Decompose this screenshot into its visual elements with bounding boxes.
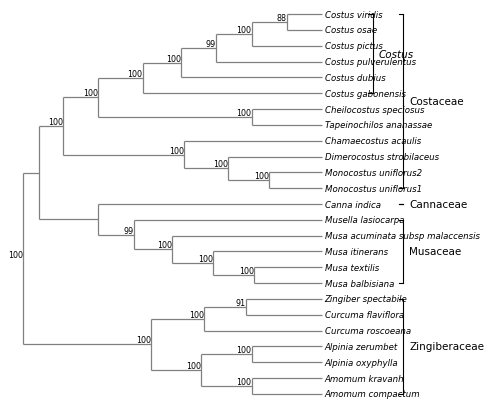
Text: 100: 100 xyxy=(186,361,202,370)
Text: Dimerocostus strobilaceus: Dimerocostus strobilaceus xyxy=(324,153,438,162)
Text: 100: 100 xyxy=(166,54,181,63)
Text: Zingiberaceae: Zingiberaceae xyxy=(410,342,484,351)
Text: 100: 100 xyxy=(213,160,228,169)
Text: Cheilocostus speciosus: Cheilocostus speciosus xyxy=(324,106,424,114)
Text: Musa acuminata subsp malaccensis: Musa acuminata subsp malaccensis xyxy=(324,231,480,240)
Text: Chamaecostus acaulis: Chamaecostus acaulis xyxy=(324,137,421,146)
Text: 100: 100 xyxy=(240,267,254,276)
Text: Costus osae: Costus osae xyxy=(324,27,376,36)
Text: Costus pulverulentus: Costus pulverulentus xyxy=(324,58,416,67)
Text: Costus dubius: Costus dubius xyxy=(324,74,386,83)
Text: Canna indica: Canna indica xyxy=(324,200,380,209)
Text: Alpinia zerumbet: Alpinia zerumbet xyxy=(324,342,398,351)
Text: 88: 88 xyxy=(277,14,287,23)
Text: Amomum kravanh: Amomum kravanh xyxy=(324,373,404,382)
Text: 99: 99 xyxy=(124,226,134,235)
Text: 100: 100 xyxy=(236,26,252,35)
Text: 100: 100 xyxy=(254,172,269,181)
Text: Musa itinerans: Musa itinerans xyxy=(324,247,388,256)
Text: 100: 100 xyxy=(8,250,23,259)
Text: 100: 100 xyxy=(198,255,213,264)
Text: Costus gabonensis: Costus gabonensis xyxy=(324,90,406,99)
Text: Costus viridis: Costus viridis xyxy=(324,11,382,20)
Text: 91: 91 xyxy=(236,298,246,307)
Text: Musa balbisiana: Musa balbisiana xyxy=(324,279,394,288)
Text: Curcuma flaviflora: Curcuma flaviflora xyxy=(324,310,404,319)
Text: Zingiber spectabile: Zingiber spectabile xyxy=(324,295,407,303)
Text: Costus: Costus xyxy=(378,49,414,60)
Text: 100: 100 xyxy=(157,241,172,250)
Text: 100: 100 xyxy=(169,146,184,155)
Text: 99: 99 xyxy=(206,40,216,49)
Text: Musella lasiocarpa: Musella lasiocarpa xyxy=(324,216,404,225)
Text: Monocostus uniflorus1: Monocostus uniflorus1 xyxy=(324,184,422,193)
Text: Curcuma roscoeana: Curcuma roscoeana xyxy=(324,326,410,335)
Text: Musaceae: Musaceae xyxy=(410,247,462,257)
Text: Alpinia oxyphylla: Alpinia oxyphylla xyxy=(324,358,398,367)
Text: 100: 100 xyxy=(236,346,252,355)
Text: 100: 100 xyxy=(84,89,98,98)
Text: 100: 100 xyxy=(190,310,204,319)
Text: 100: 100 xyxy=(236,109,252,118)
Text: 100: 100 xyxy=(236,377,252,386)
Text: Monocostus uniflorus2: Monocostus uniflorus2 xyxy=(324,169,422,178)
Text: 100: 100 xyxy=(128,70,142,79)
Text: Costaceae: Costaceae xyxy=(410,97,464,107)
Text: Costus pictus: Costus pictus xyxy=(324,42,382,51)
Text: Tapeinochilos ananassae: Tapeinochilos ananassae xyxy=(324,121,432,130)
Text: Musa textilis: Musa textilis xyxy=(324,263,379,272)
Text: Cannaceae: Cannaceae xyxy=(410,200,468,209)
Text: 100: 100 xyxy=(136,335,152,344)
Text: 100: 100 xyxy=(48,118,63,127)
Text: Amomum compactum: Amomum compactum xyxy=(324,389,420,398)
